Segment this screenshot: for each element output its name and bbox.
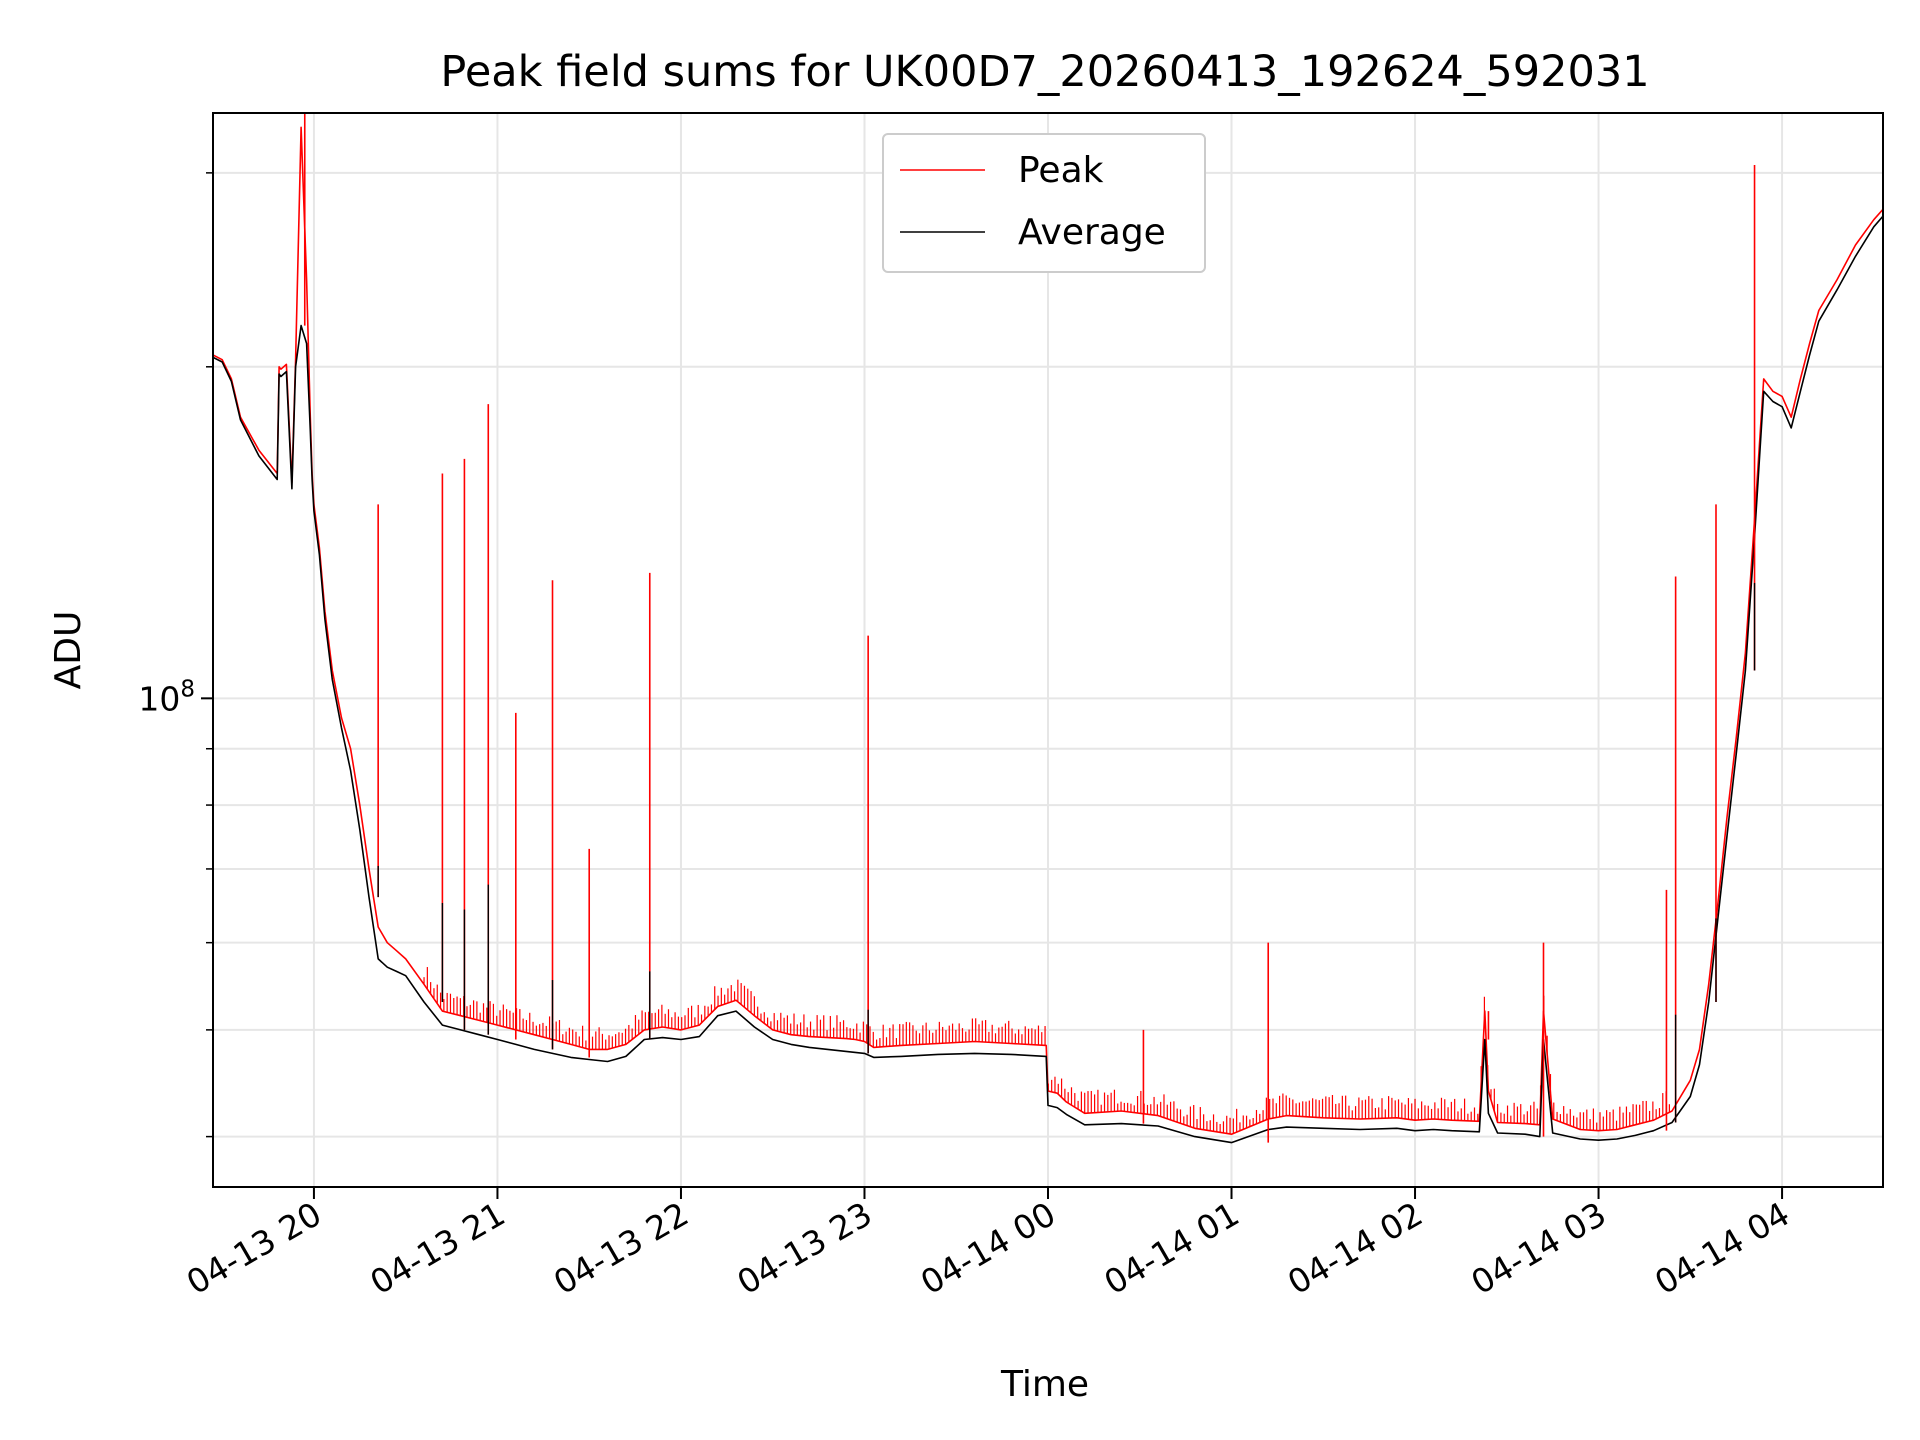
y-tick-label-exponent: 8	[180, 676, 195, 702]
average-series-line	[213, 215, 1883, 1144]
x-axis-title: Time	[1000, 1364, 1089, 1405]
legend-average-label: Average	[1018, 212, 1166, 253]
grid	[213, 113, 1883, 1187]
peak-series-line	[213, 126, 1883, 1135]
y-axis-title: ADU	[48, 611, 89, 690]
y-tick-label-base: 10	[138, 679, 180, 718]
legend-box	[882, 133, 1206, 273]
series-layer	[213, 113, 1883, 1144]
y-tick-label: 108	[138, 676, 195, 718]
chart-title: Peak field sums for UK00D7_20260413_1926…	[440, 47, 1649, 97]
legend: Peak Average	[882, 133, 1206, 273]
legend-peak-label: Peak	[1018, 150, 1104, 191]
